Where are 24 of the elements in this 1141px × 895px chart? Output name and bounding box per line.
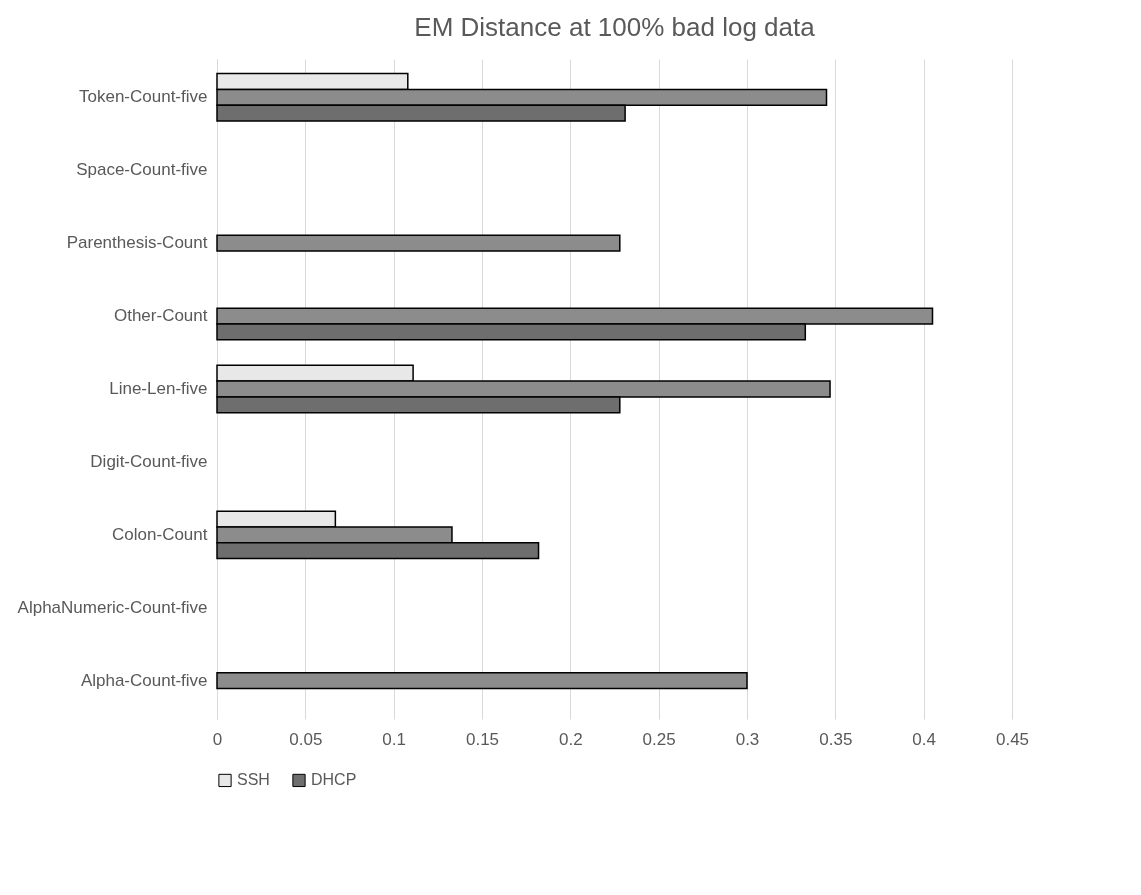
y-tick-label: Other-Count [113,306,208,326]
legend-label: SSH [237,771,270,789]
x-tick-label: 0 [212,729,223,749]
x-tick-label: 0.35 [819,729,853,749]
x-tick-label: 0.25 [642,729,676,749]
chart-title: EM Distance at 100% bad log data [414,12,816,42]
y-tick-label: Parenthesis-Count [66,233,208,253]
x-tick-label: 0.15 [465,729,500,749]
x-tick-label: 0.4 [912,729,936,749]
y-tick-label: Alpha-Count-five [80,670,208,690]
x-tick-label: 0.2 [559,729,583,749]
y-tick-label: AlphaNumeric-Count-five [17,597,208,617]
x-tick-label: 0.05 [289,729,323,749]
bar [216,672,748,690]
x-tick-label: 0.3 [735,729,760,749]
y-tick-label: Colon-Count [112,524,208,544]
y-tick-label: Line-Len-five [109,379,208,398]
x-tick-label: 0.1 [382,729,406,749]
x-tick-label: 0.45 [995,729,1030,749]
y-tick-label: Digit-Count-five [90,451,208,471]
y-tick-label: Token-Count-five [78,87,208,107]
legend-label: DHCP [311,771,357,789]
bar [216,234,621,252]
y-tick-label: Space-Count-five [76,160,208,180]
